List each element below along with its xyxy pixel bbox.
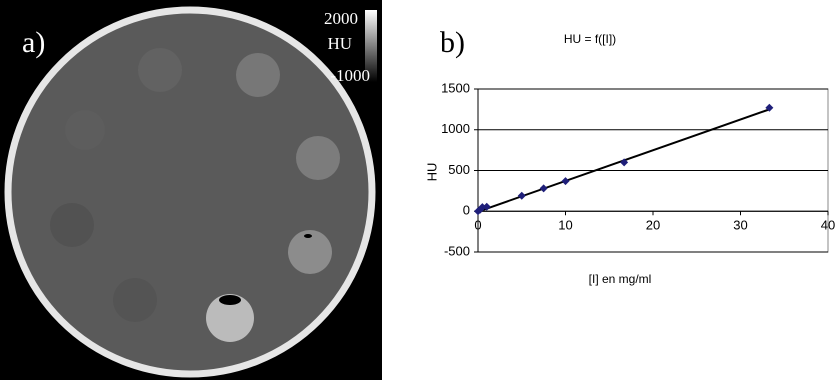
panel-label: b) (440, 26, 465, 59)
data-point (539, 184, 548, 193)
y-axis-label: HU (424, 163, 439, 182)
chart-title: HU = f([I]) (564, 32, 616, 46)
insert (236, 53, 280, 97)
data-point (482, 202, 491, 211)
x-tick-label: 30 (733, 218, 747, 233)
y-tick-label: 1500 (441, 80, 470, 95)
colorbar (365, 10, 377, 82)
x-tick-label: 20 (646, 218, 660, 233)
y-tick-label: 0 (463, 203, 470, 218)
insert (65, 110, 105, 150)
ct-image: a) 2000 HU -1000 (0, 0, 382, 380)
insert (206, 294, 254, 342)
x-tick-label: 40 (821, 218, 835, 233)
colorbar-max: 2000 (324, 9, 358, 28)
data-point (561, 177, 570, 186)
data-point (620, 158, 629, 167)
colorbar-min: -1000 (330, 66, 370, 85)
data-point (765, 103, 774, 112)
x-axis-label: [I] en mg/ml (589, 272, 652, 286)
insert (296, 136, 340, 180)
y-tick-label: -500 (444, 243, 470, 258)
air-bubble (304, 234, 312, 238)
colorbar-unit: HU (327, 34, 352, 53)
air-bubble (219, 295, 241, 305)
insert (288, 230, 332, 274)
y-tick-label: 500 (448, 162, 470, 177)
panel-label: a) (22, 26, 45, 59)
insert (138, 48, 182, 92)
insert (50, 203, 94, 247)
insert (113, 278, 157, 322)
y-tick-label: 1000 (441, 121, 470, 136)
phantom (4, 6, 376, 378)
data-point (517, 191, 526, 200)
x-tick-label: 10 (558, 218, 572, 233)
